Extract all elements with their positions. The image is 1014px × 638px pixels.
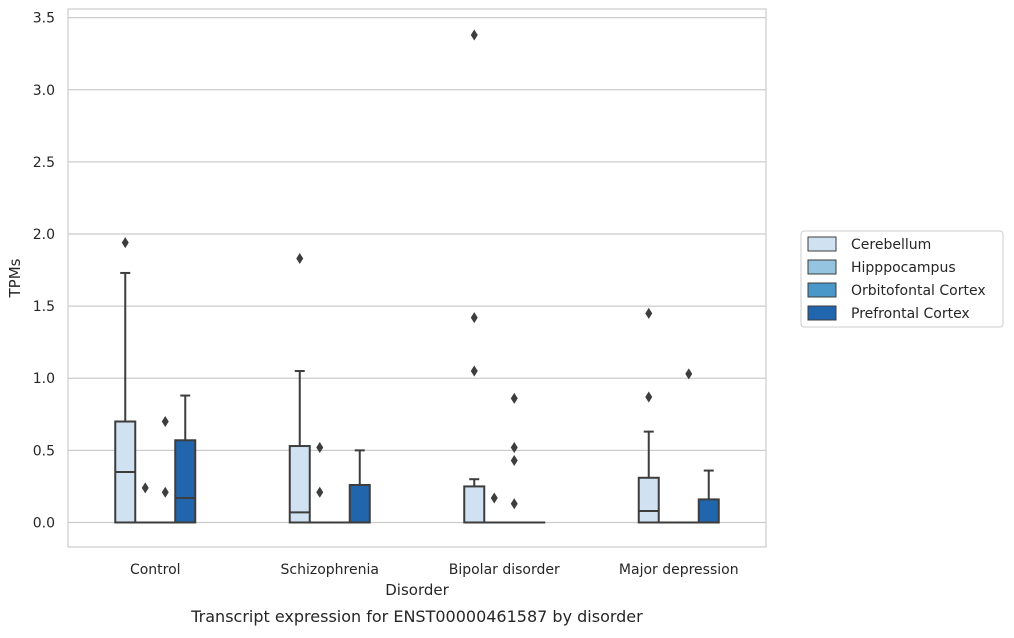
y-tick-label: 2.5 — [33, 155, 55, 171]
y-tick-label: 0.0 — [33, 515, 55, 531]
box-body — [290, 446, 310, 522]
x-tick-label: Major depression — [619, 562, 739, 578]
legend-swatch — [808, 306, 836, 320]
y-tick-label: 1.5 — [33, 299, 55, 315]
box-body — [464, 486, 484, 522]
legend-label: Orbitofontal Cortex — [851, 283, 986, 299]
y-tick-label: 0.5 — [33, 443, 55, 459]
legend-label: Cerebellum — [851, 237, 931, 253]
x-tick-label: Bipolar disorder — [449, 562, 560, 578]
legend-swatch — [808, 283, 836, 297]
y-tick-label: 1.0 — [33, 371, 55, 387]
box-body — [639, 478, 659, 523]
x-tick-label: Schizophrenia — [281, 562, 379, 578]
legend-swatch — [808, 237, 836, 251]
legend: Cerebellum Hipppocampus Orbitofontal Corte… — [801, 231, 1003, 327]
chart-caption: Transcript expression for ENST0000046158… — [190, 607, 643, 626]
box-body — [350, 485, 370, 523]
y-tick-label: 3.5 — [33, 11, 55, 27]
legend-swatch — [808, 260, 836, 274]
box-body — [699, 499, 719, 522]
y-tick-label: 3.0 — [33, 83, 55, 99]
x-tick-labels: Control Schizophrenia Bipolar disorder Majo… — [130, 562, 739, 578]
x-tick-label: Control — [130, 562, 181, 578]
y-axis-label: TPMs — [6, 258, 24, 298]
legend-label: Prefrontal Cortex — [851, 306, 970, 322]
y-tick-labels: 0.0 0.5 1.0 1.5 2.0 2.5 3.0 3.5 — [33, 11, 55, 532]
legend-label: Hipppocampus — [851, 260, 956, 276]
box-body — [175, 440, 195, 522]
x-axis-label: Disorder — [385, 581, 449, 599]
y-tick-label: 2.0 — [33, 227, 55, 243]
